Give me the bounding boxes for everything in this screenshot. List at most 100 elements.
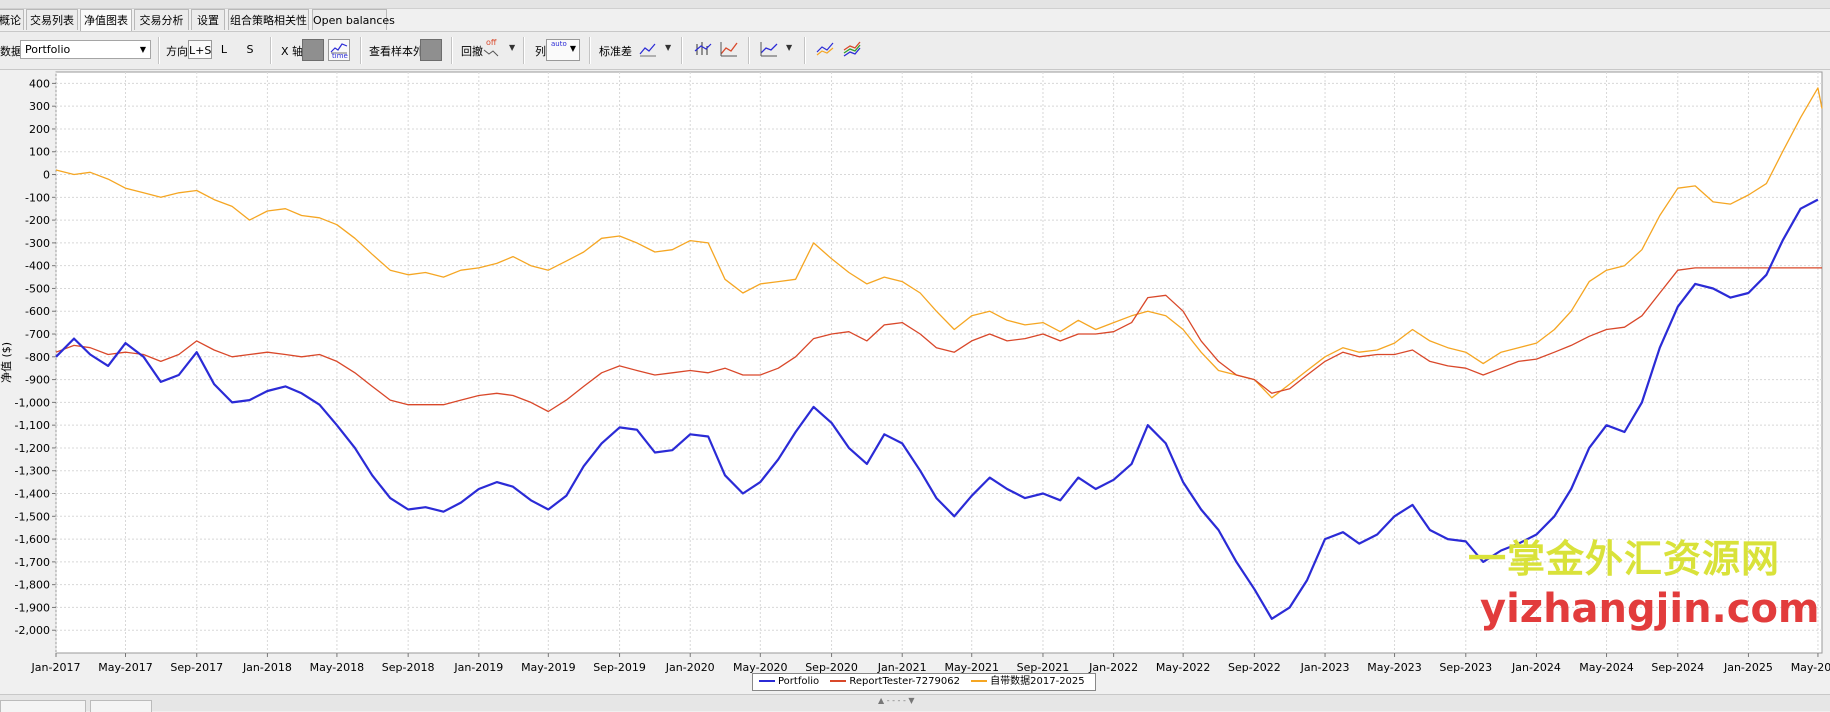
x-tick-label: Jan-2023 [1300, 661, 1350, 673]
x-tick-label: Sep-2018 [382, 661, 435, 673]
column-label: 列 [535, 45, 546, 58]
multi-series-icon [843, 41, 861, 57]
toolbar-separator [451, 37, 453, 64]
plot-area [55, 71, 1823, 654]
x-tick-label: Jan-2022 [1088, 661, 1138, 673]
bottom-tab[interactable] [0, 700, 86, 712]
direction-ls-button[interactable]: L+S [188, 40, 212, 59]
toolbar-separator [270, 37, 272, 64]
legend-label: Portfolio [778, 676, 820, 687]
time-text: time [332, 52, 348, 60]
tab-trade-list[interactable]: 交易列表 [26, 9, 78, 30]
x-tick-label: May-2022 [1156, 661, 1211, 673]
x-tick-label: Jan-2021 [877, 661, 927, 673]
std-dev-button[interactable] [638, 39, 660, 61]
tab-overview[interactable]: 概论 [0, 9, 24, 30]
y-tick-label: -1,600 [15, 533, 50, 546]
y-tick-label: -1,200 [15, 442, 50, 455]
xaxis-trades-button[interactable] [302, 39, 324, 61]
compare-chart-icon [816, 42, 834, 56]
x-tick-label: Sep-2019 [593, 661, 646, 673]
window-top-strip [0, 0, 1830, 9]
x-tick-label: May-2021 [944, 661, 999, 673]
y-tick-label: -400 [25, 260, 50, 273]
y-tick-label: -1,900 [15, 601, 50, 614]
compare-chart-button[interactable] [815, 39, 837, 61]
y-tick-label: 200 [29, 123, 50, 136]
column-auto-button[interactable]: auto ▼ [546, 39, 580, 61]
toolbar-separator [748, 37, 750, 64]
series-line-0 [55, 198, 1819, 620]
x-tick-label: May-2017 [98, 661, 153, 673]
time-chart-icon [330, 43, 348, 54]
y-tick-label: 300 [29, 100, 50, 113]
toolbar-separator [360, 37, 362, 64]
x-tick-label: Jan-2020 [665, 661, 715, 673]
multi-series-button[interactable] [842, 39, 864, 61]
direction-short-button[interactable]: S [246, 43, 254, 56]
series-line-1 [55, 267, 1822, 413]
y-axis-label: 净值 ($) [0, 342, 13, 383]
data-select-value: Portfolio [25, 43, 71, 56]
legend-swatch [971, 680, 988, 682]
tab-open-balances[interactable]: Open balances [312, 9, 395, 30]
direction-label: 方向 [166, 45, 188, 58]
y-tick-label: -1,800 [15, 579, 50, 592]
y-tick-label: -800 [25, 351, 50, 364]
toolbar-separator [523, 37, 525, 64]
data-select[interactable]: Portfolio ▼ [20, 40, 151, 59]
out-of-sample-label: 查看样本外 [369, 45, 424, 58]
status-bar: ▲ - - - - ▼ [0, 694, 1830, 712]
drawdown-button[interactable]: off [482, 38, 504, 61]
x-tick-label: Jan-2025 [1723, 661, 1773, 673]
y-tick-label: -1,000 [15, 396, 50, 409]
y-tick-label: -500 [25, 282, 50, 295]
watermark-text-url: yizhangjin.com [1480, 586, 1820, 632]
chevron-down-icon[interactable]: ▼ [509, 43, 516, 52]
out-of-sample-button[interactable] [420, 39, 442, 61]
x-tick-label: May-2023 [1367, 661, 1422, 673]
tab-portfolio-correlation[interactable]: 组合策略相关性 [228, 9, 309, 30]
toolbar-separator [158, 37, 160, 64]
y-tick-label: -1,400 [15, 488, 50, 501]
data-label: 数据 [0, 45, 22, 58]
x-tick-label: May-2025 [1791, 661, 1830, 673]
x-tick-label: Jan-2024 [1511, 661, 1561, 673]
x-tick-label: Sep-2020 [805, 661, 858, 673]
chart-toolbar: 数据 Portfolio ▼ 方向 L+S L S X 轴 time 查看样本外… [0, 31, 1830, 70]
overlay-chart-button[interactable] [759, 39, 781, 61]
x-tick-label: Sep-2017 [170, 661, 223, 673]
drawdown-label: 回撤 [461, 45, 483, 58]
bar-chart-icon [694, 42, 712, 55]
direction-long-button[interactable]: L [220, 43, 228, 56]
legend-label: 自带数据2017-2025 [990, 676, 1085, 687]
legend-swatch [759, 680, 775, 682]
line-chart-button[interactable] [719, 39, 741, 61]
tab-settings[interactable]: 设置 [191, 9, 225, 30]
y-tick-label: -1,100 [15, 419, 50, 432]
y-tick-label: -1,300 [15, 465, 50, 478]
x-tick-label: May-2024 [1579, 661, 1634, 673]
std-dev-chart-icon [639, 43, 656, 57]
legend-item-builtin-data: 自带数据2017-2025 [969, 674, 1085, 690]
tab-equity-chart[interactable]: 净值图表 [80, 9, 132, 31]
y-tick-label: -1,500 [15, 510, 50, 523]
x-tick-label: Sep-2022 [1228, 661, 1281, 673]
bottom-tab[interactable] [90, 700, 152, 712]
bar-chart-button[interactable] [693, 39, 715, 61]
splitter-grip-icon[interactable]: ▲ - - - - ▼ [878, 696, 915, 705]
chevron-down-icon[interactable]: ▼ [786, 43, 793, 52]
y-tick-label: -700 [25, 328, 50, 341]
tab-trade-analysis[interactable]: 交易分析 [134, 9, 189, 30]
chart-legend: Portfolio ReportTester-7279062 自带数据2017-… [752, 673, 1096, 691]
xaxis-time-button[interactable]: time [328, 39, 350, 61]
y-tick-label: -2,000 [15, 624, 50, 637]
y-tick-label: -100 [25, 191, 50, 204]
y-tick-label: 100 [29, 146, 50, 159]
x-tick-label: Sep-2024 [1651, 661, 1704, 673]
y-tick-label: -900 [25, 374, 50, 387]
overlay-chart-icon [760, 42, 778, 57]
x-tick-label: Sep-2021 [1017, 661, 1070, 673]
chevron-down-icon[interactable]: ▼ [665, 43, 672, 52]
x-tick-label: May-2018 [310, 661, 365, 673]
